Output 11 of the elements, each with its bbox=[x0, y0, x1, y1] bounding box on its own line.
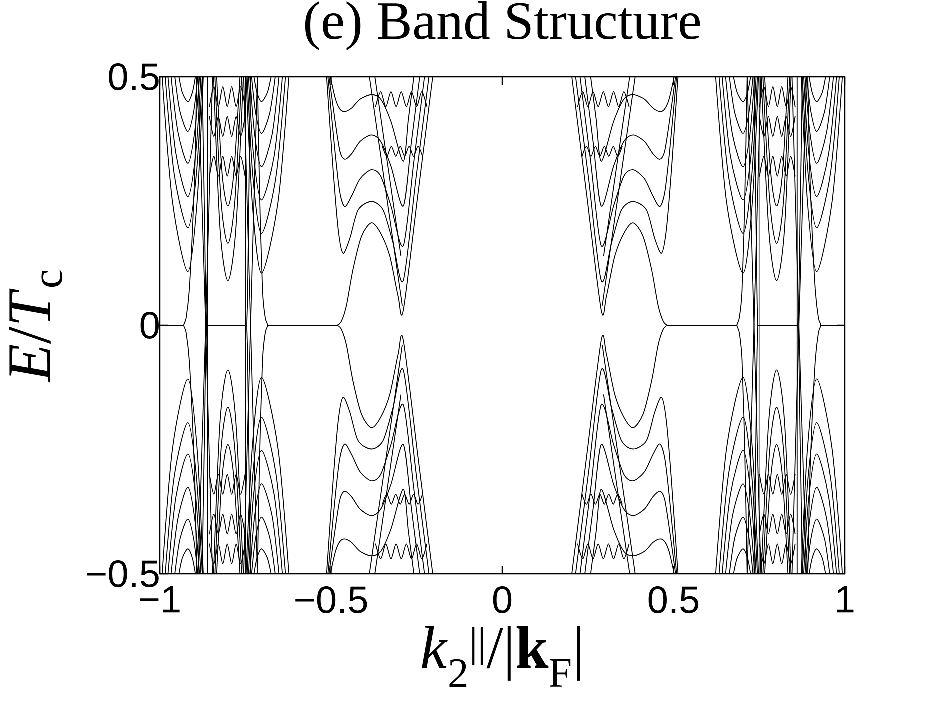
x-axis-title: k$_{2}$$^{||}$/|k$_{F}$| bbox=[422, 626, 580, 688]
y-axis-title: E/T$_{c}$ bbox=[9, 270, 63, 383]
x-tick-label: 0.5 bbox=[648, 586, 699, 614]
x-tick-label: 0 bbox=[493, 586, 512, 614]
x-tick-label: −1 bbox=[140, 586, 180, 613]
x-tick-label: 1 bbox=[837, 586, 854, 613]
y-tick-label: 0.5 bbox=[109, 64, 159, 90]
y-tick-label: −0.5 bbox=[87, 560, 159, 588]
chart-title: (e) Band Structure bbox=[305, 2, 700, 50]
x-tick-label: −0.5 bbox=[296, 586, 368, 614]
y-tick-label: 0 bbox=[140, 312, 159, 339]
